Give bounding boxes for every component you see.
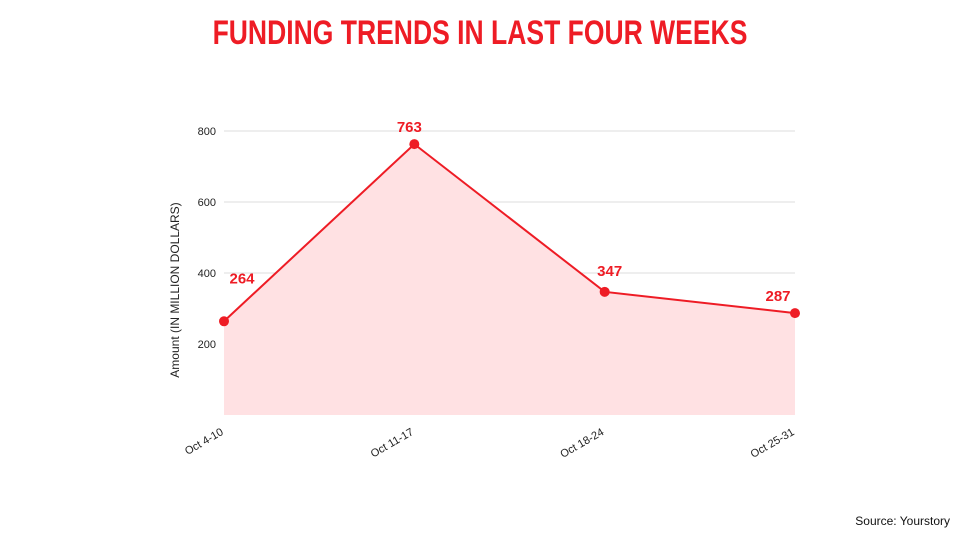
yticks-layer: 200 400 600 800	[198, 126, 216, 351]
x-tick-label: Oct 4-10	[183, 426, 226, 457]
y-tick-label: 200	[198, 339, 216, 351]
data-label: 264	[229, 270, 255, 287]
data-label: 763	[397, 119, 422, 136]
labels-layer: 264 763 347 287	[229, 119, 790, 305]
y-axis-label: Amount (IN MILLION DOLLARS)	[168, 202, 182, 377]
y-tick-label: 400	[198, 268, 216, 280]
area-fill	[224, 144, 795, 415]
points-layer	[219, 139, 800, 327]
y-tick-label: 800	[198, 126, 216, 138]
data-point	[219, 316, 229, 327]
x-tick-label: Oct 11-17	[369, 426, 416, 460]
xticks-layer: Oct 4-10 Oct 11-17 Oct 18-24 Oct 25-31	[183, 426, 797, 461]
data-point	[599, 286, 610, 297]
series-line	[223, 142, 796, 323]
data-label: 347	[597, 263, 622, 280]
source-note: Source: Yourstory	[855, 514, 950, 528]
data-label: 287	[765, 288, 790, 305]
data-point	[409, 139, 420, 150]
data-point	[790, 308, 800, 319]
x-tick-label: Oct 25-31	[749, 426, 797, 461]
y-tick-label: 600	[198, 197, 216, 209]
chart-title: FUNDING TRENDS IN LAST FOUR WEEKS	[212, 14, 748, 52]
x-tick-label: Oct 18-24	[558, 426, 606, 461]
